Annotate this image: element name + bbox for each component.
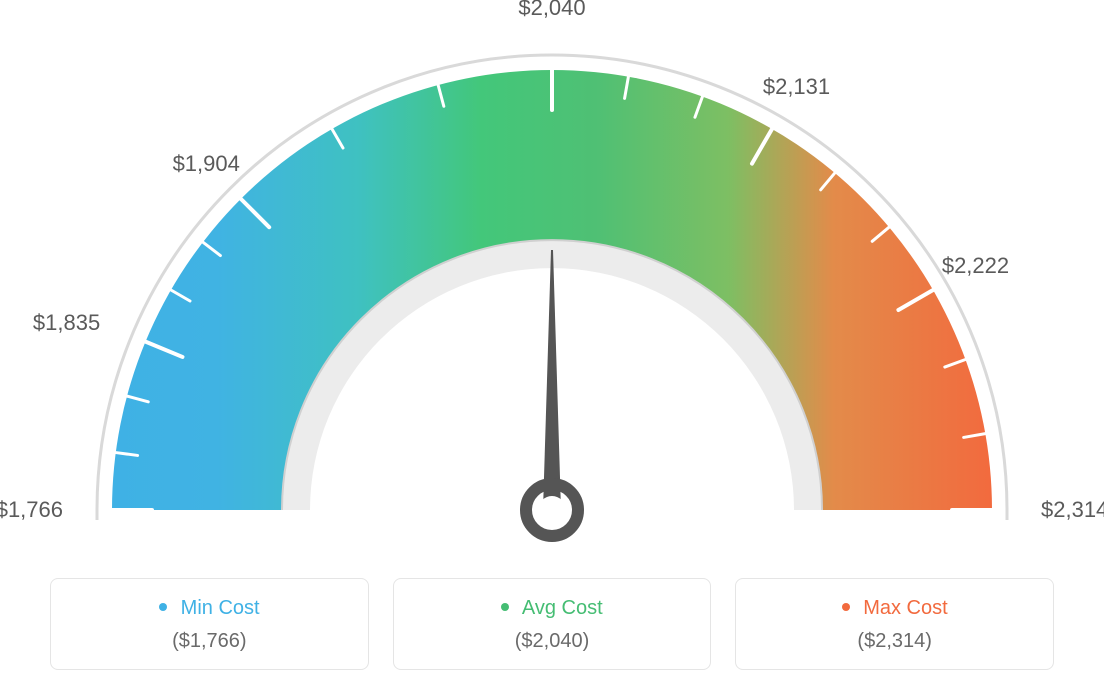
legend-row: Min Cost ($1,766) Avg Cost ($2,040) Max …: [50, 578, 1054, 670]
legend-label-min: Min Cost: [181, 597, 260, 619]
legend-value-min: ($1,766): [61, 630, 358, 653]
legend-card-avg: Avg Cost ($2,040): [393, 578, 712, 670]
gauge-tick-label: $1,835: [33, 310, 100, 336]
gauge-tick-label: $1,766: [0, 497, 63, 523]
gauge-svg: [0, 0, 1104, 560]
gauge-tick-label: $2,222: [942, 253, 1009, 279]
legend-title-avg: Avg Cost: [404, 597, 701, 620]
gauge-tick-label: $2,040: [518, 0, 585, 21]
legend-title-max: Max Cost: [746, 597, 1043, 620]
legend-title-min: Min Cost: [61, 597, 358, 620]
legend-card-max: Max Cost ($2,314): [735, 578, 1054, 670]
legend-card-min: Min Cost ($1,766): [50, 578, 369, 670]
gauge-tick-label: $2,131: [763, 74, 830, 100]
chart-container: $1,766 $1,835 $1,904 $2,040 $2,131 $2,222 $2,3…: [0, 0, 1104, 690]
dot-icon-max: [842, 603, 850, 611]
dot-icon-avg: [501, 603, 509, 611]
gauge-area: $1,766 $1,835 $1,904 $2,040 $2,131 $2,222 $2,3…: [0, 0, 1104, 560]
legend-label-max: Max Cost: [863, 597, 947, 619]
legend-value-avg: ($2,040): [404, 630, 701, 653]
legend-label-avg: Avg Cost: [522, 597, 603, 619]
dot-icon-min: [159, 603, 167, 611]
gauge-tick-label: $1,904: [173, 151, 240, 177]
gauge-tick-label: $2,314: [1041, 497, 1104, 523]
legend-value-max: ($2,314): [746, 630, 1043, 653]
